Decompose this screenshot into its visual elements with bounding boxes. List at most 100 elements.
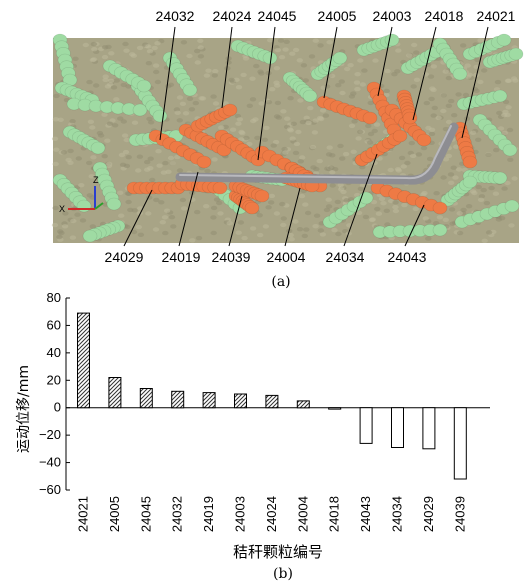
soil-particle (338, 79, 345, 84)
soil-particle (456, 211, 463, 216)
soil-particle (147, 120, 155, 125)
soil-particle (304, 210, 312, 216)
soil-particle (106, 121, 114, 126)
soil-particle (145, 211, 152, 216)
soil-particle (169, 161, 176, 166)
soil-particle (287, 96, 294, 101)
soil-particle (344, 66, 351, 72)
background-straw (508, 47, 524, 61)
soil-particle (292, 47, 300, 53)
soil-particle (104, 138, 111, 143)
soil-particle (493, 147, 500, 153)
soil-particle (186, 53, 193, 59)
soil-particle (89, 125, 96, 130)
soil-particle (195, 235, 203, 241)
soil-particle (121, 133, 129, 138)
y-tick-label: −60 (39, 482, 61, 497)
soil-particle (422, 216, 429, 221)
soil-particle (512, 78, 519, 83)
soil-particle (101, 112, 108, 117)
bar-24043 (359, 407, 373, 444)
soil-particle (284, 116, 291, 121)
soil-particle (212, 101, 220, 106)
soil-particle (297, 159, 304, 164)
soil-particle (325, 152, 333, 157)
soil-particle (262, 224, 270, 229)
soil-particle (153, 197, 160, 203)
soil-particle (430, 64, 438, 69)
bar-24034 (391, 407, 404, 449)
soil-particle (440, 93, 447, 98)
highlighted-straw (416, 133, 432, 147)
soil-particle (329, 170, 336, 175)
soil-particle (249, 97, 257, 102)
x-tick-labels: 24021 24005 24045 24032 24019 24003 24024 24004… (76, 496, 468, 532)
soil-particle (279, 201, 286, 207)
soil-particle (269, 87, 276, 92)
soil-particle (179, 101, 187, 107)
soil-particle (300, 63, 308, 68)
soil-particle (283, 39, 290, 44)
soil-particle (197, 45, 204, 50)
x-tick-label: 24032 (170, 496, 185, 532)
soil-particle (313, 213, 321, 218)
soil-particle (261, 137, 269, 142)
soil-particle (469, 130, 477, 135)
x-tick-label: 24029 (421, 496, 436, 532)
soil-particle (173, 107, 181, 112)
soil-particle (376, 156, 383, 161)
soil-particle (120, 119, 128, 124)
soil-particle (460, 207, 467, 213)
soil-particle (354, 72, 361, 77)
soil-particle (102, 74, 109, 79)
soil-particle (194, 209, 201, 215)
soil-particle (440, 108, 447, 114)
soil-particle (78, 183, 85, 188)
soil-particle (226, 221, 233, 226)
soil-particle (241, 235, 248, 241)
soil-particle (366, 140, 374, 145)
highlighted-straw (196, 155, 212, 169)
soil-particle (249, 226, 257, 231)
soil-particle (326, 40, 333, 45)
soil-particle (317, 43, 324, 48)
soil-particle (394, 167, 402, 172)
soil-particle (108, 51, 115, 56)
background-straw (332, 51, 348, 65)
soil-particle (90, 41, 98, 47)
x-tick-label: 24021 (76, 496, 91, 532)
soil-particle (290, 121, 297, 127)
x-tick-label: 24024 (264, 496, 279, 532)
background-straw (492, 171, 508, 185)
soil-particle (409, 153, 417, 159)
soil-particle (180, 40, 188, 45)
soil-particle (481, 238, 488, 243)
soil-particle (218, 125, 225, 130)
soil-particle (378, 196, 386, 202)
soil-particle (343, 198, 350, 203)
soil-particle (256, 213, 263, 218)
soil-particle (102, 77, 109, 83)
soil-particle (361, 68, 368, 73)
soil-particle (125, 155, 132, 160)
opener-tool (175, 122, 459, 185)
soil-particle (113, 97, 120, 102)
soil-particle (101, 54, 109, 60)
callout-leader-lines (123, 26, 489, 247)
soil-particle (301, 233, 308, 239)
soil-particle (325, 204, 333, 209)
soil-particle (274, 47, 282, 53)
opener-tool-highlight (179, 125, 452, 180)
y-tick-label: −20 (39, 427, 61, 442)
soil-particle (307, 105, 314, 111)
soil-particle (384, 68, 391, 74)
soil-particle (371, 128, 378, 134)
soil-particle (373, 122, 381, 127)
soil-particle (249, 76, 256, 81)
soil-particle (319, 108, 327, 113)
soil-particle (298, 193, 306, 199)
soil-particle (123, 48, 130, 53)
highlighted-straw (212, 181, 228, 195)
soil-particle (319, 232, 327, 237)
soil-particle (72, 56, 79, 61)
